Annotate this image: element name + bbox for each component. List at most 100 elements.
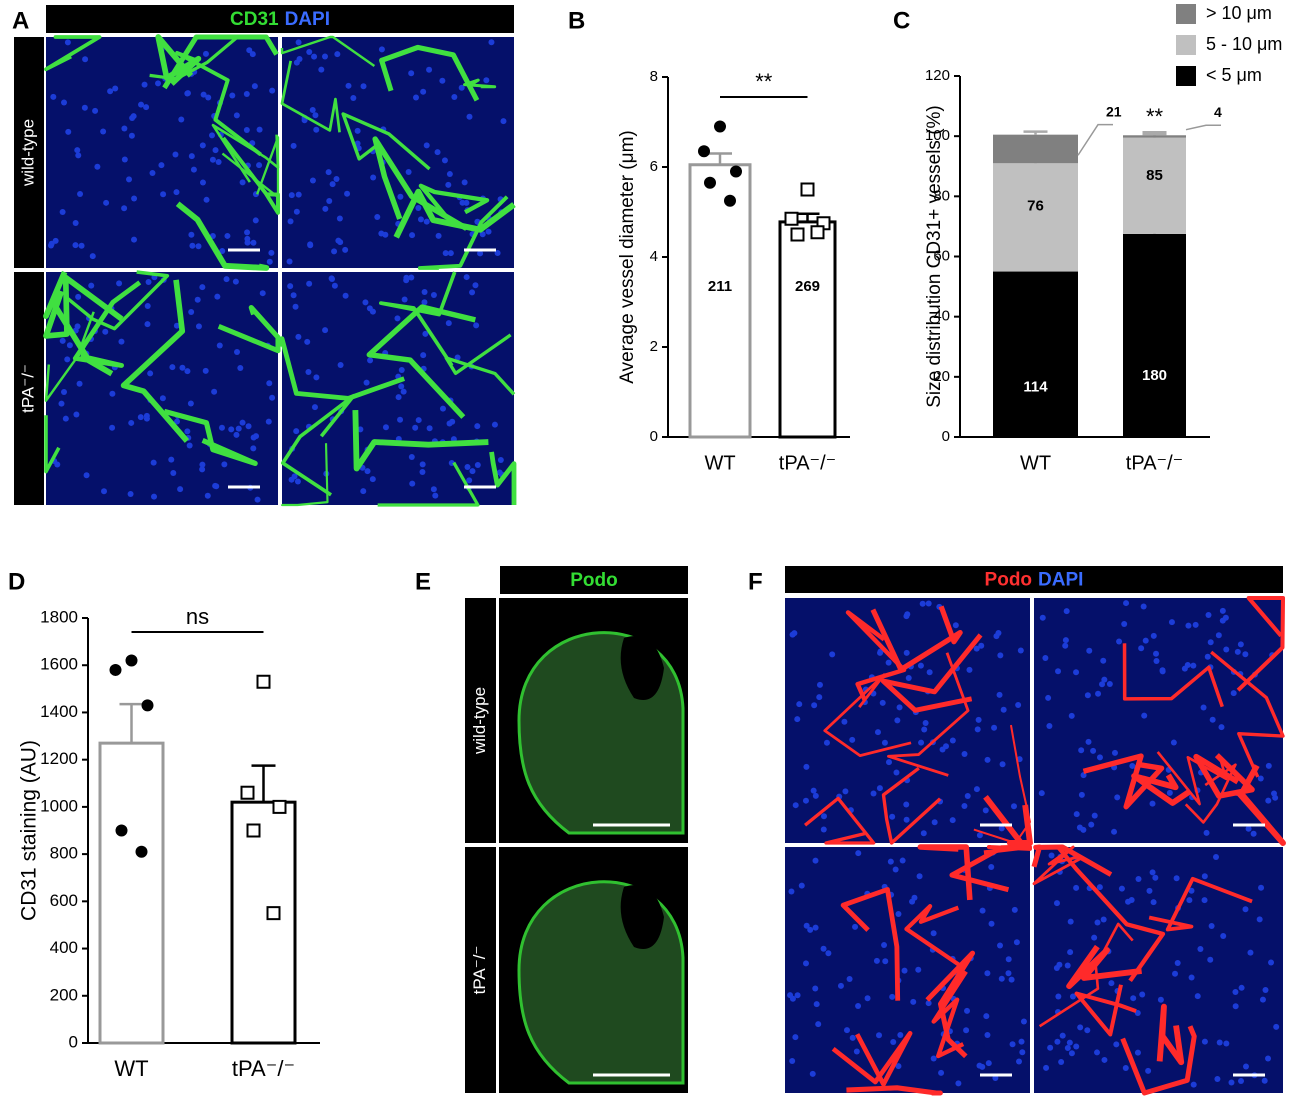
nucleus xyxy=(1073,669,1080,676)
nucleus xyxy=(1019,1049,1026,1056)
nucleus xyxy=(1106,681,1113,688)
nucleus xyxy=(58,400,65,407)
nucleus xyxy=(1047,1044,1054,1051)
nucleus xyxy=(903,816,910,823)
nucleus xyxy=(350,94,357,101)
nucleus xyxy=(219,248,226,255)
nucleus xyxy=(337,239,344,246)
nucleus xyxy=(223,276,230,283)
nucleus xyxy=(930,930,937,937)
nucleus xyxy=(237,364,244,371)
nucleus xyxy=(442,250,449,257)
nucleus xyxy=(1261,1077,1268,1084)
nucleus xyxy=(849,736,856,743)
nucleus xyxy=(855,850,862,857)
nucleus xyxy=(1085,738,1092,745)
header-word: DAPI xyxy=(285,9,330,30)
nucleus xyxy=(916,873,923,880)
nucleus xyxy=(445,181,452,188)
nucleus xyxy=(794,992,801,999)
nucleus xyxy=(1140,603,1147,610)
nucleus xyxy=(409,232,416,239)
nucleus xyxy=(1273,1023,1280,1030)
nucleus xyxy=(1055,993,1062,1000)
vessel xyxy=(1156,1003,1185,1066)
nucleus xyxy=(426,66,433,73)
nucleus xyxy=(288,192,295,199)
nucleus xyxy=(1045,694,1052,701)
data-point xyxy=(141,699,154,712)
nucleus xyxy=(1145,1067,1152,1074)
nucleus xyxy=(362,299,369,306)
x-tick-label: tPA⁻/⁻ xyxy=(779,452,836,474)
count-label: 85 xyxy=(1146,167,1163,184)
nucleus xyxy=(1042,655,1049,662)
nucleus xyxy=(250,239,257,246)
data-point xyxy=(714,120,726,133)
nucleus xyxy=(812,985,819,992)
nucleus xyxy=(1157,996,1164,1003)
nucleus xyxy=(955,1080,962,1087)
vessel xyxy=(846,1085,943,1096)
y-axis-label: Size distribution CD31+ vessels (%) xyxy=(924,105,945,408)
nucleus xyxy=(116,280,123,287)
nucleus xyxy=(1149,800,1156,807)
nucleus xyxy=(137,414,144,421)
nucleus xyxy=(973,645,980,652)
nucleus xyxy=(305,368,312,375)
nucleus xyxy=(1011,906,1018,913)
data-point xyxy=(240,785,255,800)
nucleus xyxy=(1204,653,1211,660)
nucleus xyxy=(903,801,910,808)
nucleus xyxy=(1015,701,1022,708)
nucleus xyxy=(92,107,99,114)
nucleus xyxy=(423,142,430,149)
nucleus xyxy=(329,276,336,283)
nucleus xyxy=(864,995,871,1002)
vessel xyxy=(155,34,202,86)
nucleus xyxy=(221,461,228,468)
nucleus xyxy=(903,613,910,620)
nucleus xyxy=(889,813,896,820)
nucleus xyxy=(1111,749,1118,756)
nucleus xyxy=(169,364,176,371)
nucleus xyxy=(188,231,195,238)
nucleus xyxy=(1016,1058,1023,1065)
nucleus xyxy=(415,204,422,211)
nucleus xyxy=(439,405,446,412)
nucleus xyxy=(810,787,817,794)
nucleus xyxy=(184,90,191,97)
nucleus xyxy=(286,258,293,265)
data-point xyxy=(135,845,148,858)
count-label: 114 xyxy=(1023,378,1048,395)
nucleus xyxy=(290,292,297,299)
nucleus xyxy=(812,924,819,931)
nucleus xyxy=(988,920,995,927)
vessel xyxy=(279,336,406,401)
nucleus xyxy=(1068,712,1075,719)
nucleus xyxy=(128,132,135,139)
nucleus xyxy=(1150,632,1157,639)
nucleus xyxy=(293,59,300,66)
nucleus xyxy=(1238,1077,1245,1084)
nucleus xyxy=(408,70,415,77)
y-tick-label: 6 xyxy=(650,158,658,175)
nucleus xyxy=(234,349,241,356)
nucleus xyxy=(879,699,886,706)
nucleus xyxy=(870,790,877,797)
nucleus xyxy=(1149,869,1156,876)
nucleus xyxy=(1078,747,1085,754)
nucleus xyxy=(173,189,180,196)
nucleus xyxy=(59,209,66,216)
nucleus xyxy=(997,942,1004,949)
nucleus xyxy=(964,792,971,799)
nucleus xyxy=(177,486,184,493)
nucleus xyxy=(199,466,206,473)
nucleus xyxy=(1201,897,1208,904)
nucleus xyxy=(1257,775,1264,782)
nucleus xyxy=(195,323,202,330)
nucleus xyxy=(1077,1024,1084,1031)
legend-swatch xyxy=(1176,35,1196,55)
nucleus xyxy=(398,383,405,390)
nucleus xyxy=(400,388,407,395)
